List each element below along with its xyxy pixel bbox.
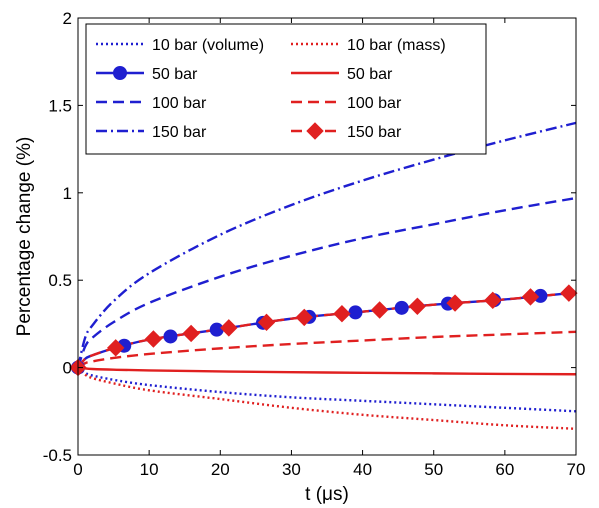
x-tick-label-0: 0: [73, 460, 82, 479]
legend-label-2: 50 bar: [152, 66, 198, 83]
y-tick-label-1: 0: [63, 359, 72, 378]
legend-label-5: 100 bar: [347, 95, 402, 112]
x-tick-label-2: 20: [211, 460, 230, 479]
series-line-3: [76, 121, 577, 368]
series-7-marker-12: [521, 288, 540, 306]
x-tick-label-4: 40: [353, 460, 372, 479]
legend-label-0: 10 bar (volume): [152, 37, 264, 54]
series-line-4: [77, 366, 577, 430]
legend-label-7: 150 bar: [347, 124, 402, 141]
series-7-marker-9: [408, 297, 427, 315]
x-tick-label-5: 50: [424, 460, 443, 479]
x-tick-label-7: 70: [567, 460, 586, 479]
series-7-marker-4: [220, 319, 238, 337]
series-7-marker-5: [257, 313, 276, 332]
series-7-marker-13: [560, 284, 578, 302]
y-tick-label-0: -0.5: [43, 446, 72, 465]
x-tick-label-6: 60: [495, 460, 514, 479]
y-axis-label: Percentage change (%): [14, 137, 35, 337]
y-tick-label-2: 0.5: [48, 271, 72, 290]
x-tick-label-3: 30: [282, 460, 301, 479]
legend-label-4: 100 bar: [152, 95, 207, 112]
series-line-7: [77, 291, 577, 369]
marker-layer: [69, 284, 578, 377]
series-7-marker-7: [333, 304, 351, 323]
series-line-5: [77, 366, 577, 376]
series-7-marker-3: [182, 324, 200, 343]
series-7-marker-8: [370, 301, 389, 319]
x-axis-label: t (μs): [305, 484, 349, 505]
legend-marker-7: [306, 122, 324, 140]
y-tick-label-3: 1: [63, 184, 72, 203]
series-7-marker-2: [144, 330, 163, 348]
series-1-marker-2: [163, 329, 178, 344]
series-1-marker-6: [348, 305, 363, 320]
series-1-marker-3: [209, 322, 224, 337]
y-tick-label-5: 2: [63, 9, 72, 28]
legend: 10 bar (volume) 10 bar (mass) 50 bar 50 bar…: [85, 23, 487, 155]
series-line-1: [77, 291, 577, 369]
tick-layer: 0 10 20 30 40 50 60 70-0.500.511.52: [43, 9, 586, 479]
series-1-marker-7: [394, 300, 409, 315]
series-line-0: [77, 366, 577, 413]
series-7-marker-1: [106, 339, 125, 357]
series-7-marker-10: [446, 294, 464, 312]
legend-marker-2: [113, 66, 127, 80]
series-7-marker-11: [484, 291, 502, 310]
plot-frame: [77, 17, 577, 456]
legend-label-3: 50 bar: [347, 66, 393, 83]
series-layer: [76, 121, 577, 430]
legend-box: [85, 23, 487, 155]
series-7-marker-6: [295, 308, 313, 327]
x-tick-label-1: 10: [140, 460, 159, 479]
y-tick-label-4: 1.5: [48, 96, 72, 115]
series-line-6: [77, 330, 577, 369]
legend-label-1: 10 bar (mass): [347, 37, 446, 54]
legend-label-6: 150 bar: [152, 124, 207, 141]
